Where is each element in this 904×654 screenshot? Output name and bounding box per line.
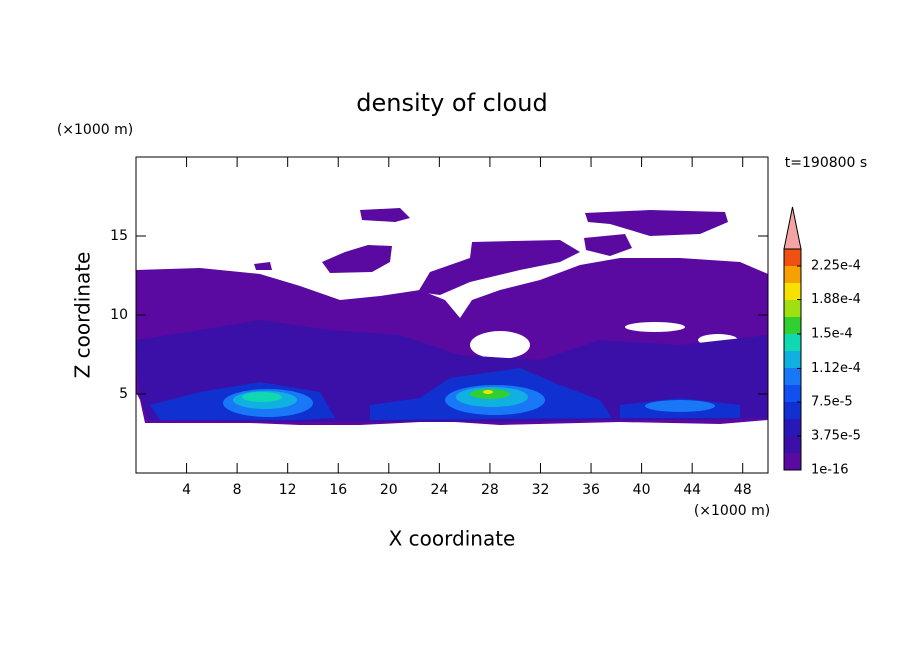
x-tick-label: 40 (633, 482, 651, 498)
contour-region (322, 245, 392, 273)
contour-region (585, 210, 728, 236)
contour-hole (470, 331, 530, 359)
x-tick-label: 44 (683, 482, 701, 498)
contour-region (645, 400, 715, 412)
x-tick-label: 36 (582, 482, 600, 498)
y-unit: (×1000 m) (57, 122, 133, 138)
colorbar-tick-label: 1.88e-4 (811, 292, 861, 307)
colorbar-band (784, 402, 801, 419)
x-tick-label: 12 (279, 482, 297, 498)
colorbar-band (784, 436, 801, 453)
colorbar-band (784, 283, 801, 300)
colorbar-band (784, 453, 801, 470)
y-axis-label: Z coordinate (71, 252, 95, 379)
colorbar-tick-label: 1.12e-4 (811, 361, 861, 376)
colorbar-band (784, 300, 801, 317)
colorbar-band (784, 249, 801, 266)
x-tick-label: 32 (532, 482, 550, 498)
time-label: t=190800 s (785, 155, 867, 171)
contour-region (584, 234, 632, 256)
colorbar-tick-label: 1e-16 (811, 463, 849, 478)
chart-title: density of cloud (356, 89, 547, 117)
contour-region (242, 392, 282, 402)
contour-hole (625, 322, 685, 332)
contour-region (254, 262, 272, 270)
colorbar-band (784, 351, 801, 368)
colorbar-tick-label: 1.5e-4 (811, 327, 853, 342)
x-tick-label: 48 (734, 482, 752, 498)
colorbar-band (784, 317, 801, 334)
colorbar-tick-label: 3.75e-5 (811, 429, 861, 444)
contour-region (483, 390, 493, 394)
x-tick-label: 4 (182, 482, 191, 498)
x-unit: (×1000 m) (694, 503, 770, 519)
colorbar-tick-label: 7.5e-5 (811, 395, 853, 410)
x-tick-label: 28 (481, 482, 499, 498)
colorbar-band (784, 368, 801, 385)
y-tick-label: 10 (110, 307, 128, 323)
contour-field (136, 208, 768, 425)
x-tick-label: 20 (380, 482, 398, 498)
x-tick-label: 24 (430, 482, 448, 498)
x-tick-label: 16 (329, 482, 347, 498)
contour-region (470, 389, 510, 399)
contour-region (418, 240, 580, 295)
colorbar-band (784, 385, 801, 402)
y-tick-label: 15 (110, 228, 128, 244)
x-tick-label: 8 (233, 482, 242, 498)
y-tick-label: 5 (119, 386, 128, 402)
x-axis-label: X coordinate (389, 527, 516, 551)
colorbar-tick-label: 2.25e-4 (811, 259, 861, 274)
colorbar-frame (783, 248, 802, 471)
colorbar-extend (783, 206, 802, 250)
colorbar-band (784, 334, 801, 351)
colorbar-band (784, 266, 801, 283)
contour-region (360, 208, 410, 222)
colorbar-band (784, 419, 801, 436)
